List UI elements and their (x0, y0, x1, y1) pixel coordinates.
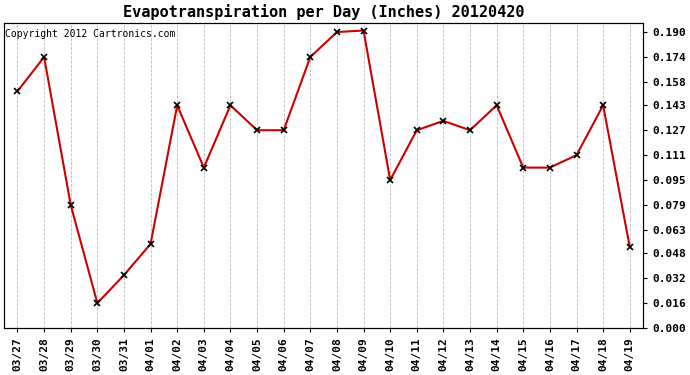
Text: Copyright 2012 Cartronics.com: Copyright 2012 Cartronics.com (6, 29, 176, 39)
Title: Evapotranspiration per Day (Inches) 20120420: Evapotranspiration per Day (Inches) 2012… (123, 4, 524, 20)
